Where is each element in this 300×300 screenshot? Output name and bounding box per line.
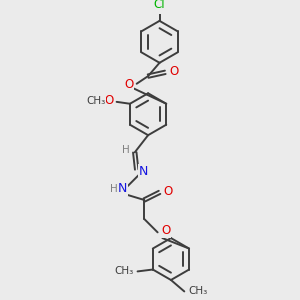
Text: N: N — [139, 165, 148, 178]
Text: O: O — [169, 65, 178, 78]
Text: H: H — [122, 146, 130, 155]
Text: N: N — [118, 182, 127, 195]
Text: H: H — [110, 184, 118, 194]
Text: CH₃: CH₃ — [86, 96, 105, 106]
Text: O: O — [164, 185, 173, 198]
Text: CH₃: CH₃ — [188, 286, 207, 296]
Text: O: O — [162, 224, 171, 237]
Text: Cl: Cl — [154, 0, 165, 11]
Text: CH₃: CH₃ — [115, 266, 134, 276]
Text: O: O — [124, 78, 134, 91]
Text: O: O — [104, 94, 114, 107]
